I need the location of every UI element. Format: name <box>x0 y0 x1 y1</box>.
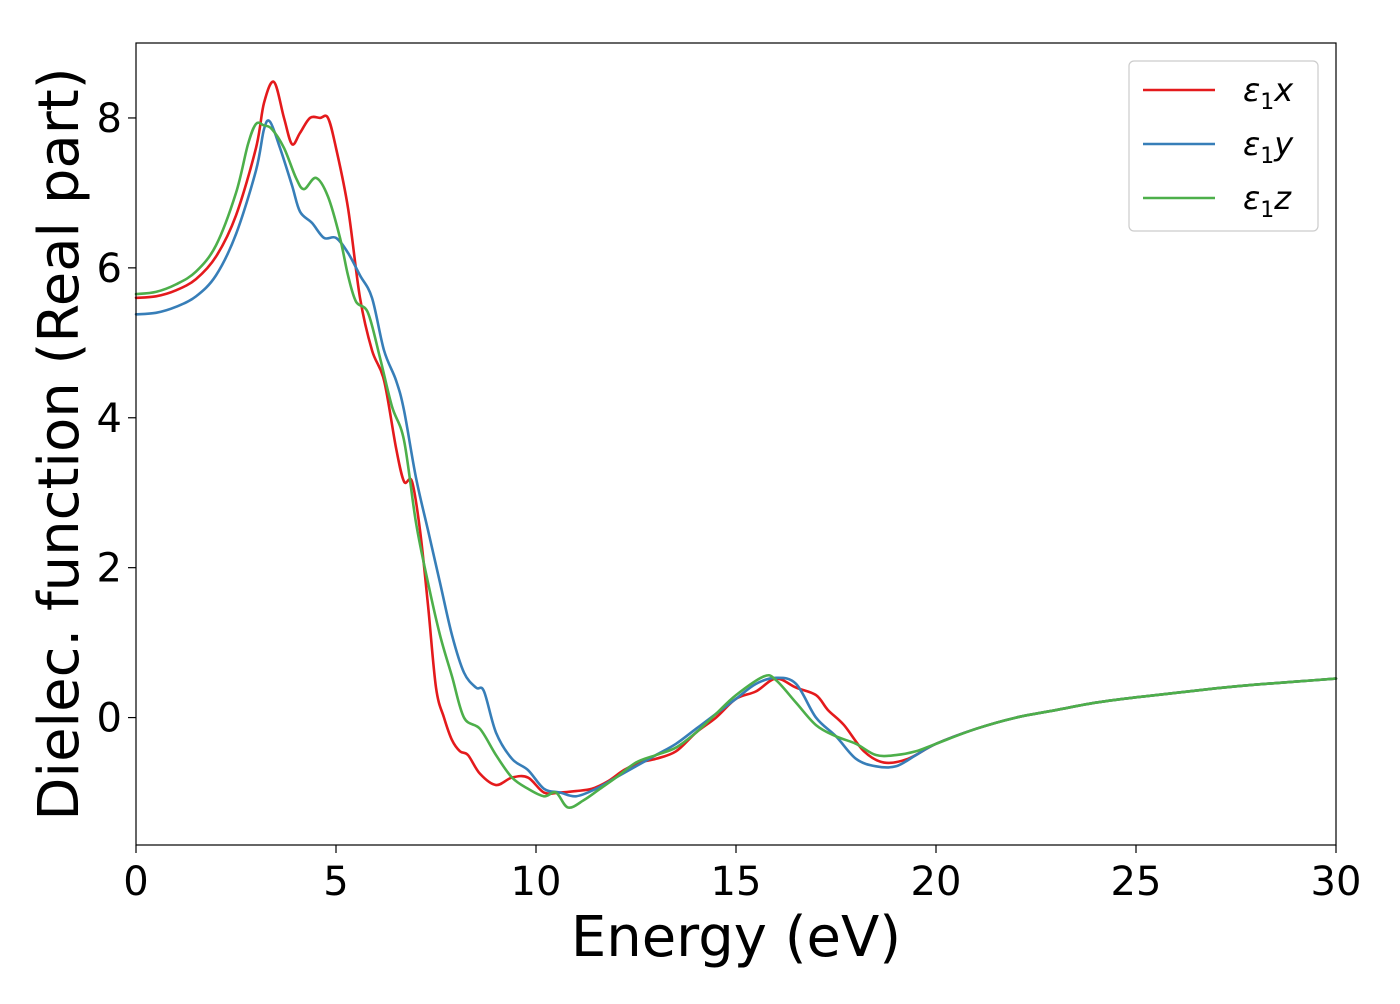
x-tick-label: 30 <box>1311 859 1362 905</box>
x-tick-label: 0 <box>123 859 148 905</box>
legend-label-y: ε1y <box>1243 125 1294 169</box>
legend: ε1x ε1y ε1z <box>1128 60 1319 232</box>
y-tick-label: 4 <box>97 396 122 442</box>
x-axis-label: Energy (eV) <box>571 905 901 970</box>
legend-label-z: ε1z <box>1243 179 1292 223</box>
plot-frame <box>135 42 1337 846</box>
y-axis-ticks: 0 2 4 6 8 <box>97 96 136 742</box>
x-tick-label: 15 <box>711 859 762 905</box>
series-line-z <box>134 121 1338 809</box>
x-tick-label: 10 <box>511 859 562 905</box>
series-group <box>134 80 1338 809</box>
legend-box <box>1128 60 1319 232</box>
x-tick-label: 5 <box>323 859 348 905</box>
y-tick-label: 0 <box>97 696 122 742</box>
legend-label-x: ε1x <box>1243 71 1294 115</box>
x-axis-ticks: 0 5 10 15 20 25 30 <box>123 845 1361 905</box>
x-tick-label: 20 <box>911 859 962 905</box>
y-tick-label: 8 <box>97 96 122 142</box>
y-tick-label: 6 <box>97 246 122 292</box>
x-tick-label: 25 <box>1111 859 1162 905</box>
y-tick-label: 2 <box>97 546 122 592</box>
y-axis-label: Dielec. function (Real part) <box>27 67 92 820</box>
